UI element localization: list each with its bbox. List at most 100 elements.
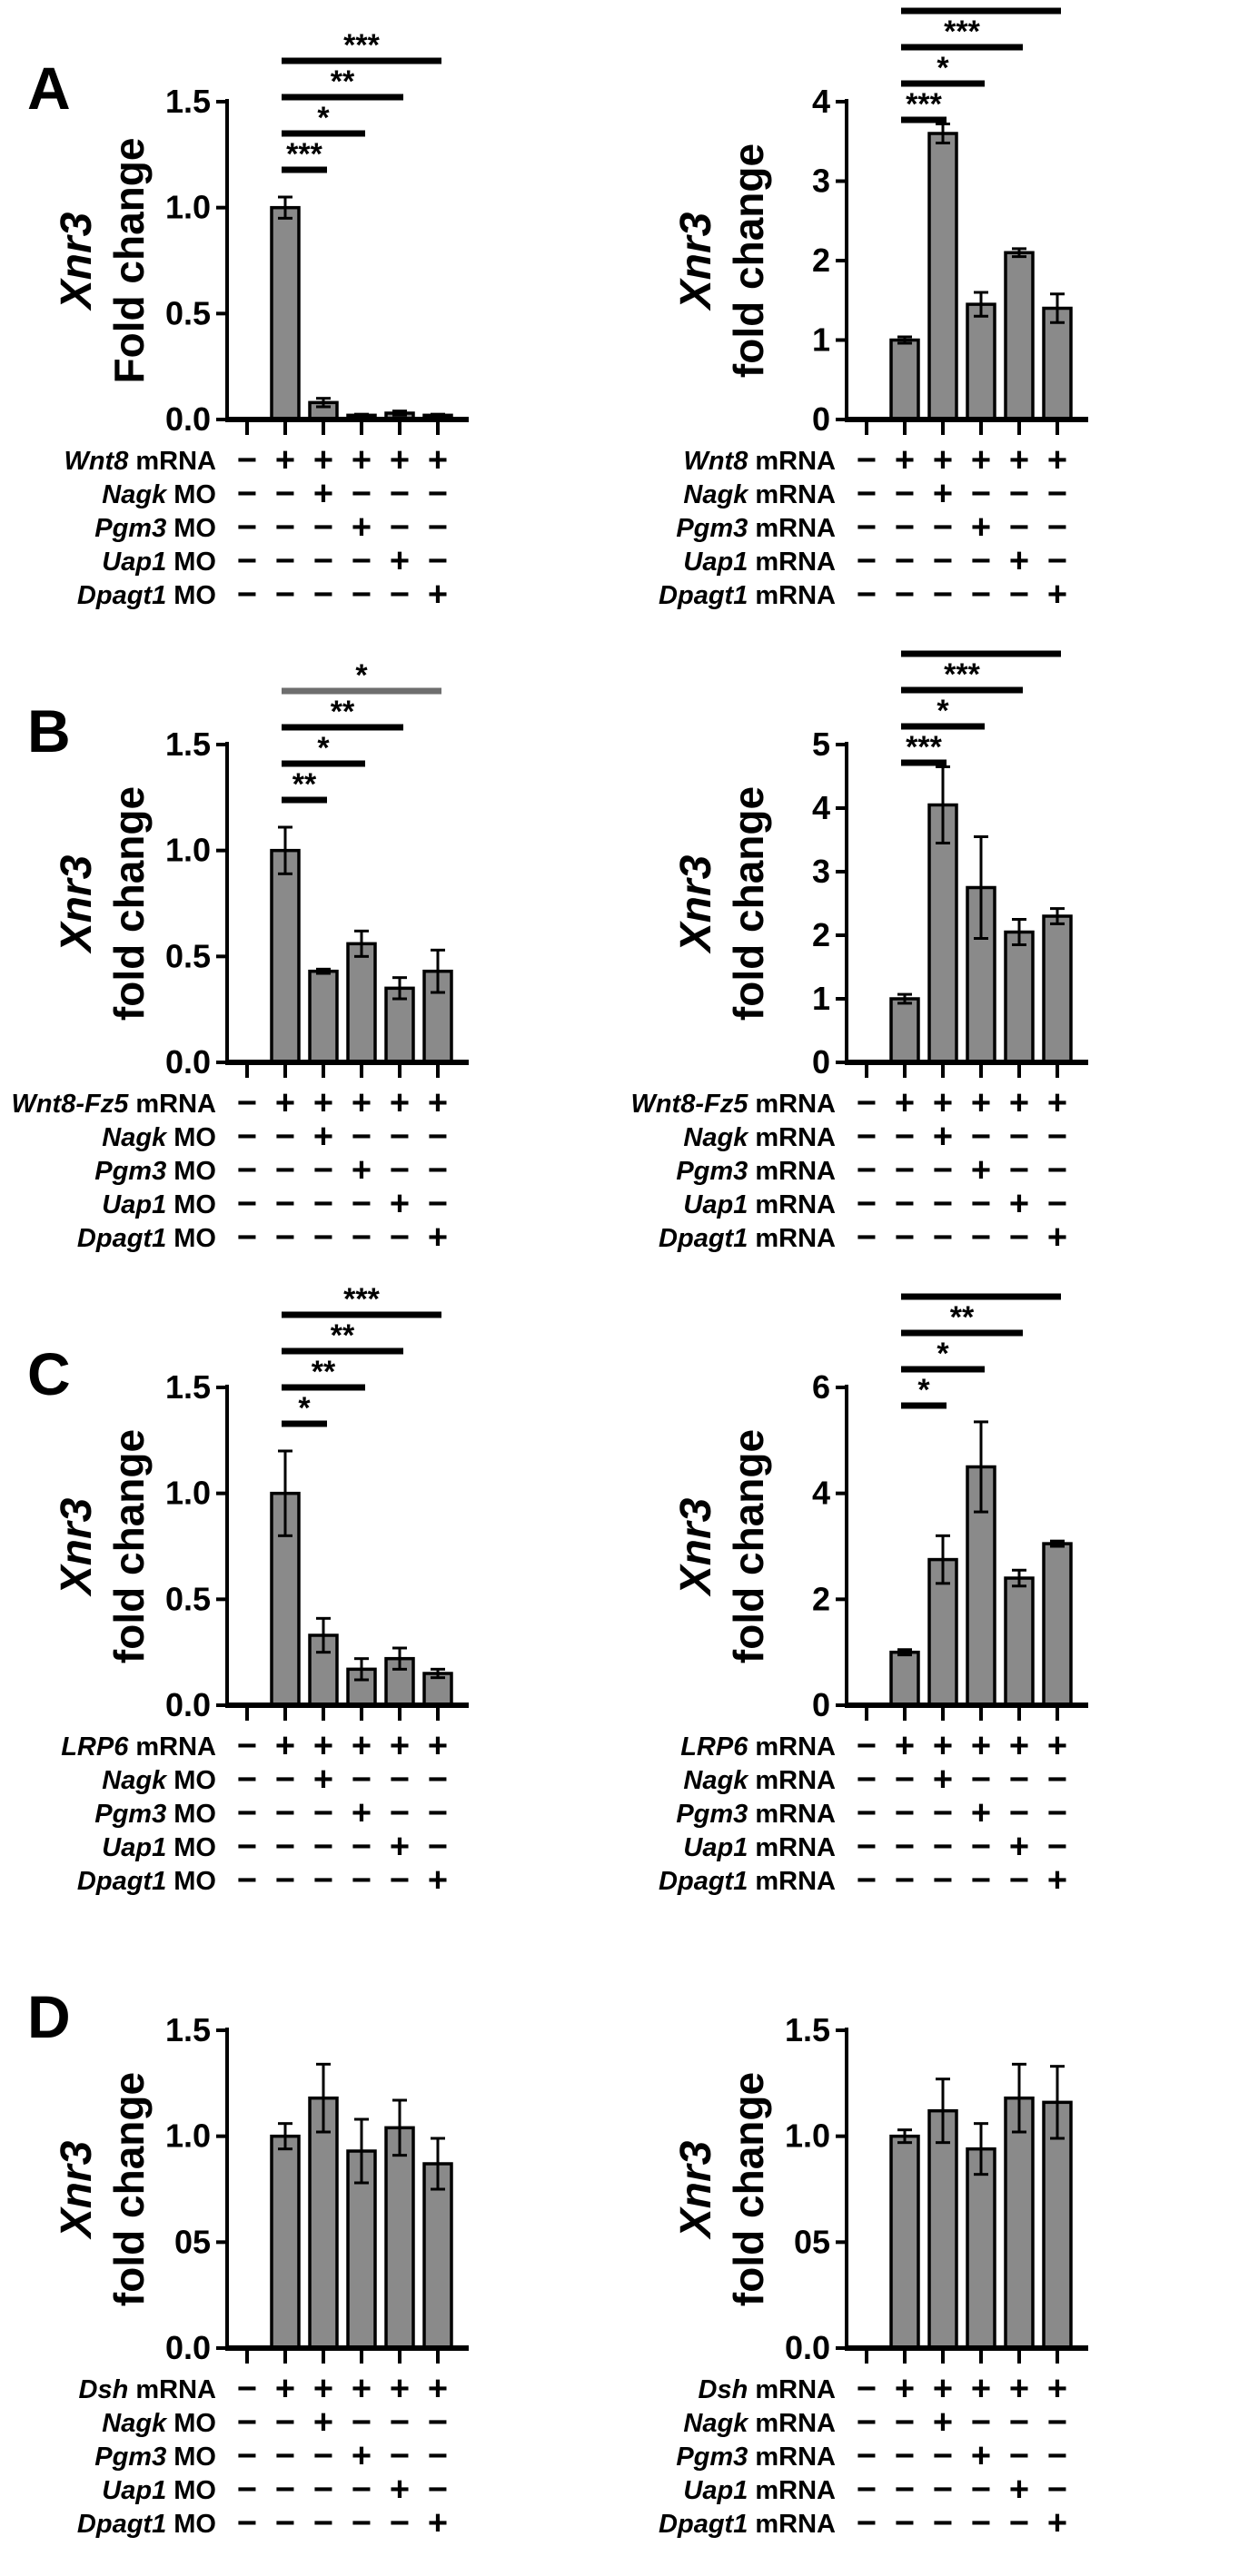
condition-sign: − (313, 2471, 333, 2509)
error-bar (392, 2098, 407, 2157)
error-bar (431, 948, 445, 994)
bar (1042, 1542, 1073, 1707)
significance-stars: * (917, 1373, 930, 1407)
y-tick-label: 3 (812, 163, 830, 200)
condition-sign: − (1009, 1151, 1029, 1189)
y-tick-label: 1.0 (165, 832, 211, 869)
significance-stars: *** (286, 137, 322, 172)
bar (889, 1650, 920, 1707)
condition-sign: − (313, 2504, 333, 2542)
condition-row-label: Nagk MO (102, 2409, 216, 2438)
condition-sign: − (1009, 475, 1029, 513)
condition-sign: − (390, 1794, 410, 1832)
significance-stars: * (937, 1337, 949, 1371)
bar (927, 132, 958, 421)
condition-sign: + (933, 475, 953, 513)
condition-sign: − (1047, 1761, 1067, 1799)
y-tick-label: 1.5 (165, 725, 211, 763)
bar (889, 338, 920, 421)
error-bar (354, 412, 369, 418)
condition-sign: + (1047, 1727, 1067, 1765)
error-bar (1050, 2065, 1065, 2140)
condition-sign: − (313, 1828, 333, 1866)
condition-sign: − (895, 542, 915, 580)
y-tick-label: 5 (812, 725, 830, 763)
error-bar (1050, 907, 1065, 925)
condition-sign: − (857, 1727, 877, 1765)
condition-row-label: Nagk mRNA (683, 2409, 836, 2438)
condition-sign: − (352, 1118, 372, 1156)
condition-sign: − (933, 1151, 953, 1189)
bar (1042, 306, 1073, 421)
condition-sign: − (857, 1794, 877, 1832)
bar (270, 205, 301, 421)
error-bar (278, 1449, 292, 1537)
condition-sign: − (352, 542, 372, 580)
significance-stars: * (937, 694, 949, 728)
condition-row-label: Pgm3 mRNA (676, 2443, 836, 2472)
condition-sign: − (1009, 2437, 1029, 2475)
condition-sign: + (933, 2403, 953, 2442)
condition-sign: − (971, 1861, 991, 1900)
condition-sign: + (428, 2504, 448, 2542)
significance-stars: ** (950, 1300, 975, 1335)
error-bar (1012, 2062, 1026, 2134)
condition-sign: − (1047, 1828, 1067, 1866)
condition-sign: − (428, 1761, 448, 1799)
condition-sign: − (1009, 1861, 1029, 1900)
condition-sign: − (857, 2437, 877, 2475)
y-tick-label: 05 (174, 2223, 211, 2260)
condition-sign: + (390, 1185, 410, 1223)
condition-sign: + (313, 1761, 333, 1799)
condition-sign: − (857, 2370, 877, 2408)
condition-row-label: Pgm3 MO (94, 1800, 216, 1829)
condition-sign: − (933, 542, 953, 580)
condition-sign: − (275, 1828, 295, 1866)
condition-sign: + (933, 1084, 953, 1122)
condition-sign: + (971, 508, 991, 547)
condition-sign: − (933, 1828, 953, 1866)
condition-sign: + (1009, 1727, 1029, 1765)
bar (384, 2126, 415, 2350)
condition-sign: − (237, 1185, 257, 1223)
condition-sign: + (428, 2370, 448, 2408)
y-tick-label: 1.5 (165, 2011, 211, 2048)
y-axis-gene-label: Xnr3 (53, 1497, 101, 1597)
condition-sign: + (352, 2370, 372, 2408)
y-tick-label: 4 (812, 789, 830, 826)
condition-sign: + (933, 1727, 953, 1765)
condition-sign: − (237, 542, 257, 580)
condition-sign: − (857, 1861, 877, 1900)
significance-stars: ** (331, 695, 355, 729)
error-bar (974, 291, 988, 318)
condition-sign: − (237, 2504, 257, 2542)
condition-sign: + (971, 1084, 991, 1122)
condition-sign: − (237, 2471, 257, 2509)
y-axis-label: fold change (105, 1429, 153, 1663)
error-bar (278, 195, 292, 220)
condition-sign: − (895, 576, 915, 614)
panel-letter: D (27, 1983, 71, 2050)
condition-sign: − (933, 1794, 953, 1832)
condition-row-label: Nagk MO (102, 1766, 216, 1795)
condition-sign: − (895, 2437, 915, 2475)
condition-sign: − (1047, 1185, 1067, 1223)
condition-sign: − (390, 2437, 410, 2475)
condition-row-label: Nagk MO (102, 1123, 216, 1152)
significance-stars: *** (906, 87, 942, 122)
condition-row-label: Uap1 mRNA (683, 2476, 836, 2505)
y-tick-label: 2 (812, 242, 830, 279)
y-tick-label: 1.0 (165, 2117, 211, 2155)
condition-sign: − (857, 508, 877, 547)
condition-sign: + (390, 2370, 410, 2408)
bar (966, 2147, 996, 2350)
condition-sign: + (933, 1761, 953, 1799)
y-tick-label: 0.5 (165, 1580, 211, 1617)
error-bar (974, 1420, 988, 1514)
condition-row-label: Dpagt1 mRNA (659, 581, 836, 610)
condition-sign: − (313, 2437, 333, 2475)
bar (889, 997, 920, 1064)
condition-sign: − (933, 2504, 953, 2542)
